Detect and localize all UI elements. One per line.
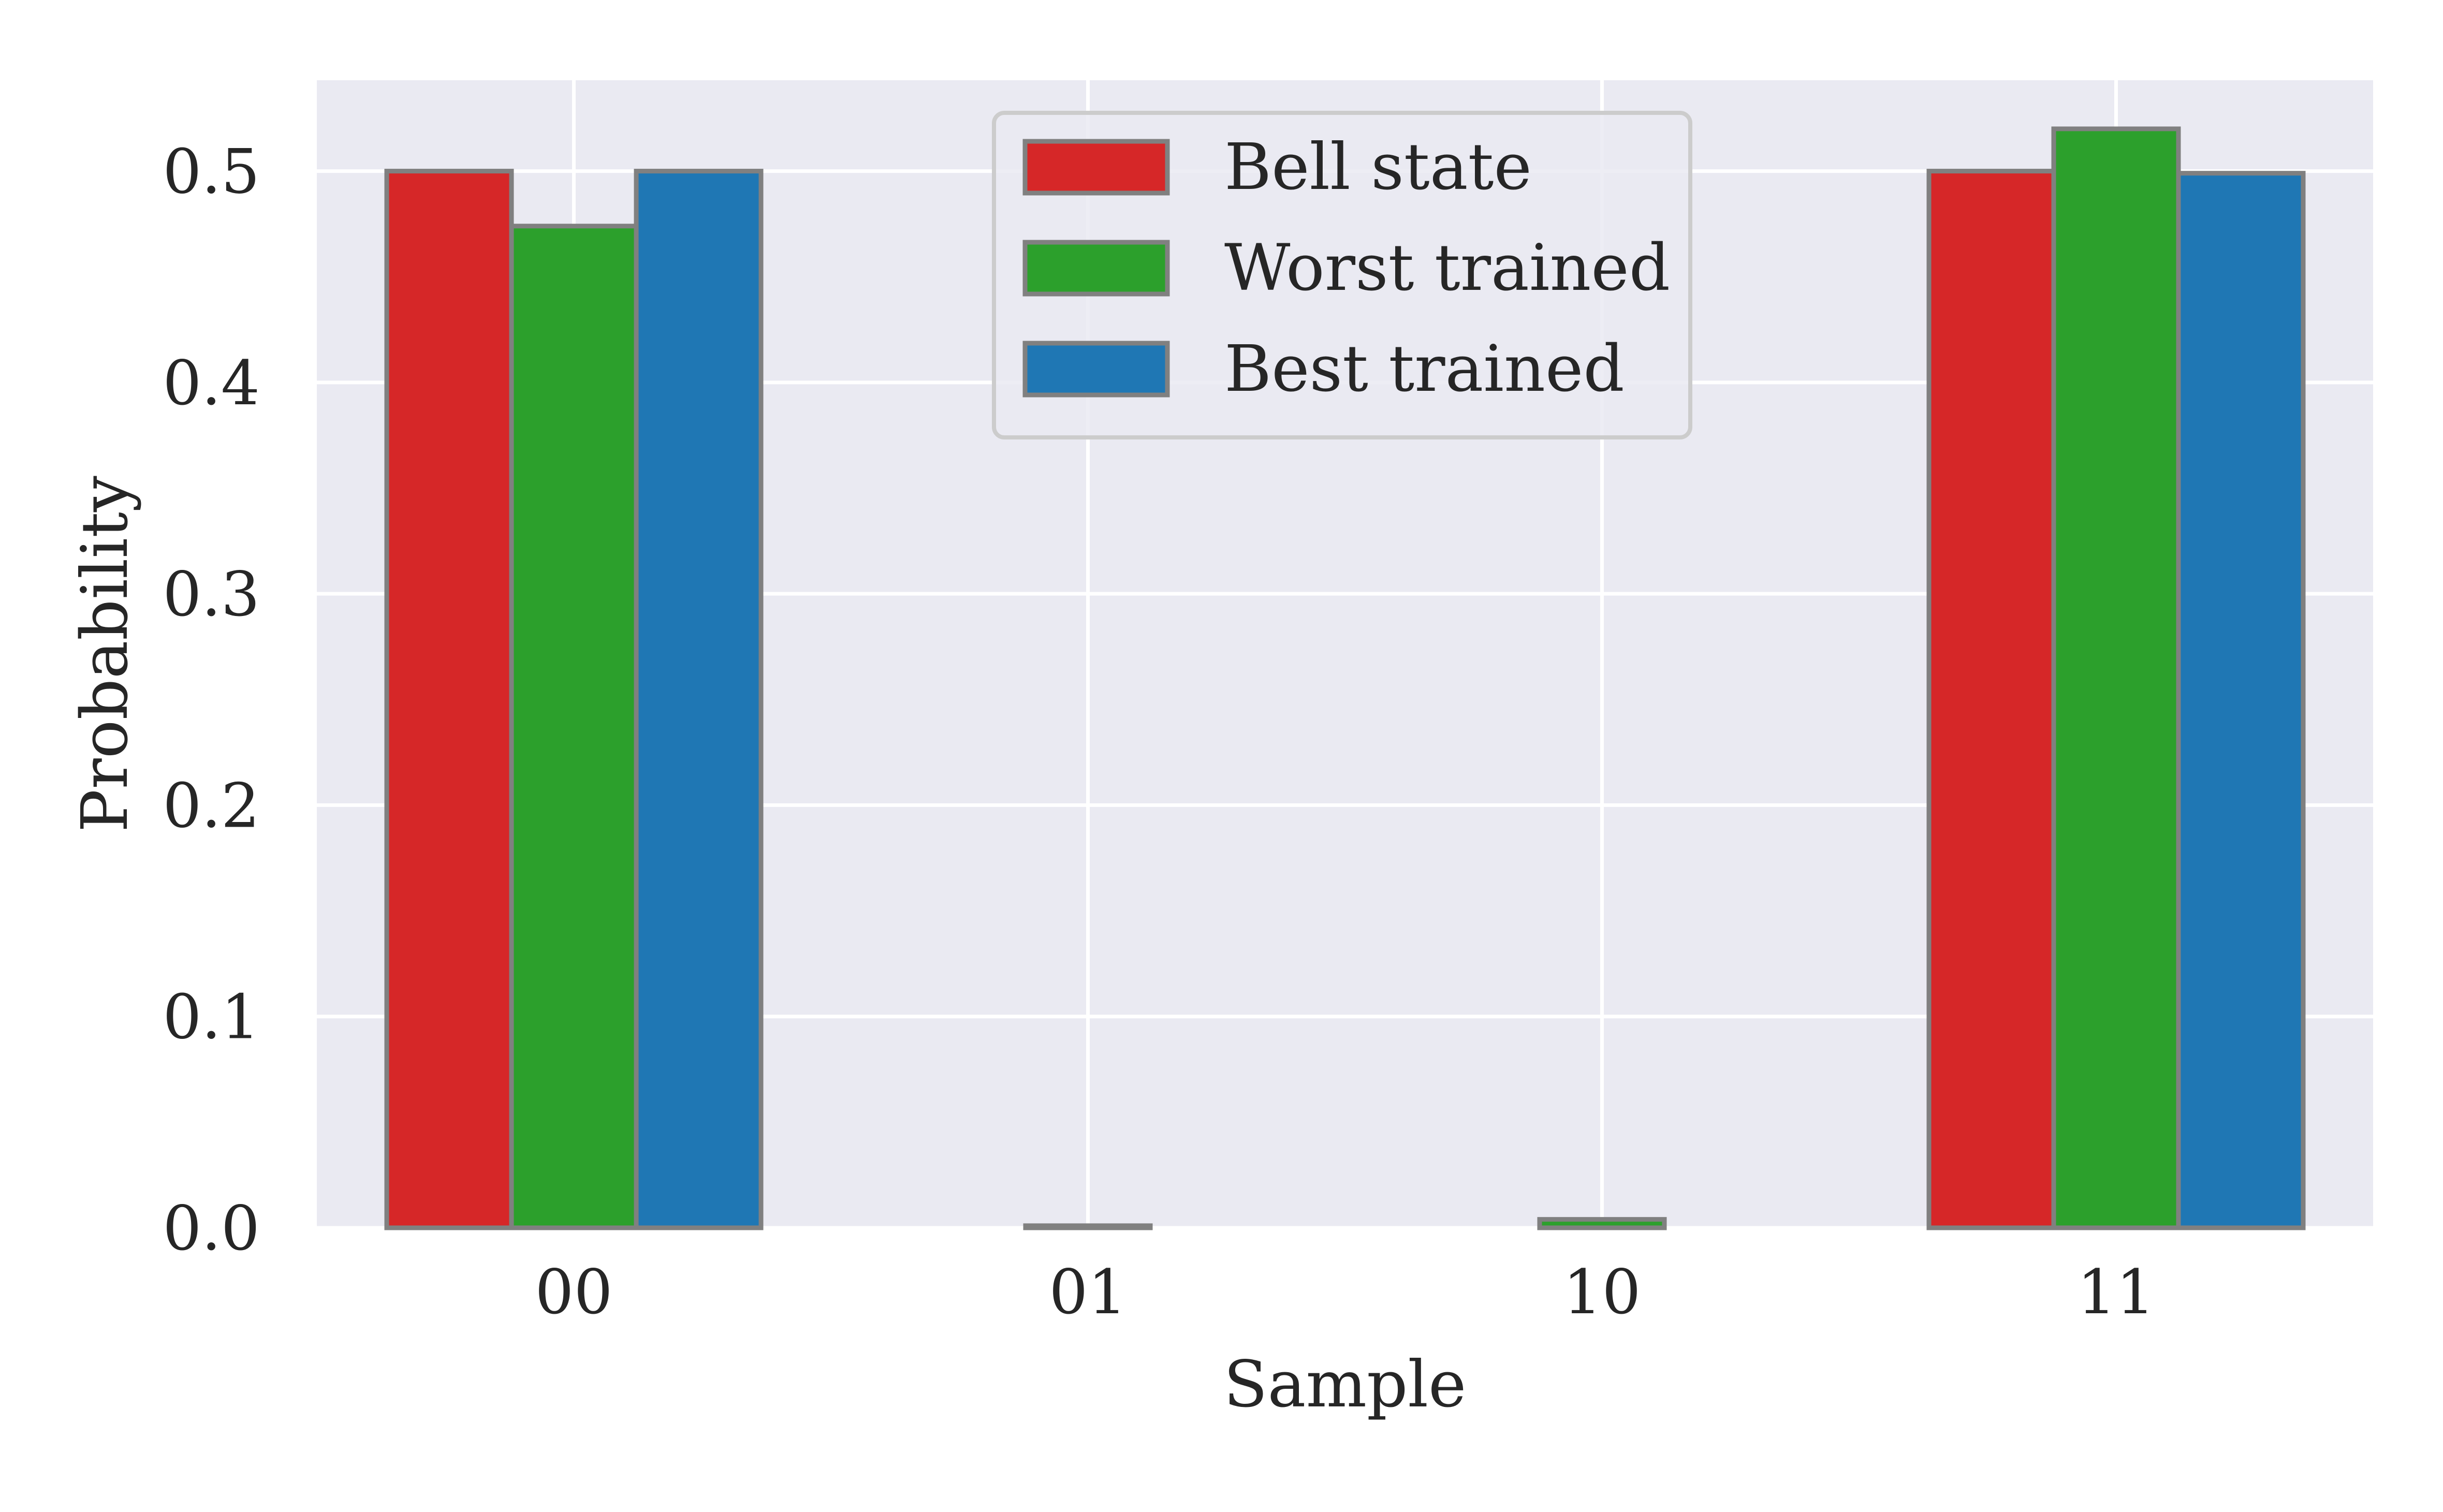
- x-axis-label: Sample: [1224, 1347, 1467, 1422]
- y-tick-label: 0.1: [163, 981, 260, 1053]
- legend-swatch-best-trained: [1022, 341, 1170, 398]
- y-axis-ticks: 0.0 0.1 0.2 0.3 0.4 0.5: [163, 136, 260, 1264]
- y-axis-label: Probability: [68, 476, 142, 832]
- bar: [1926, 169, 2056, 1230]
- legend-item-best-trained: Best trained: [1022, 332, 1625, 406]
- x-tick-label: 01: [1049, 1256, 1127, 1328]
- y-tick-label: 0.2: [163, 770, 260, 841]
- x-axis-ticks: 00 01 10 11: [535, 1256, 2155, 1328]
- legend-label-bell-state: Bell state: [1224, 130, 1532, 204]
- legend-item-worst-trained: Worst trained: [1022, 231, 1670, 305]
- legend-swatch-worst-trained: [1022, 240, 1170, 297]
- legend: Bell state Worst trained Best trained: [992, 111, 1692, 439]
- x-tick-label: 11: [2077, 1256, 2155, 1328]
- bar: [384, 169, 514, 1230]
- legend-label-worst-trained: Worst trained: [1224, 231, 1670, 305]
- legend-label-best-trained: Best trained: [1224, 332, 1625, 406]
- bar: [509, 224, 639, 1230]
- x-tick-label: 10: [1563, 1256, 1641, 1328]
- bar: [634, 169, 764, 1230]
- bar: [1023, 1223, 1153, 1230]
- bars: [384, 126, 2306, 1230]
- legend-swatch-bell-state: [1022, 139, 1170, 196]
- y-tick-label: 0.3: [163, 559, 260, 630]
- y-tick-label: 0.5: [163, 136, 260, 208]
- y-tick-label: 0.0: [163, 1193, 260, 1264]
- y-tick-label: 0.4: [163, 347, 260, 419]
- legend-item-bell-state: Bell state: [1022, 130, 1532, 204]
- bar: [1537, 1217, 1667, 1230]
- bar: [2051, 126, 2181, 1230]
- bar: [2176, 171, 2306, 1230]
- x-tick-label: 00: [535, 1256, 612, 1328]
